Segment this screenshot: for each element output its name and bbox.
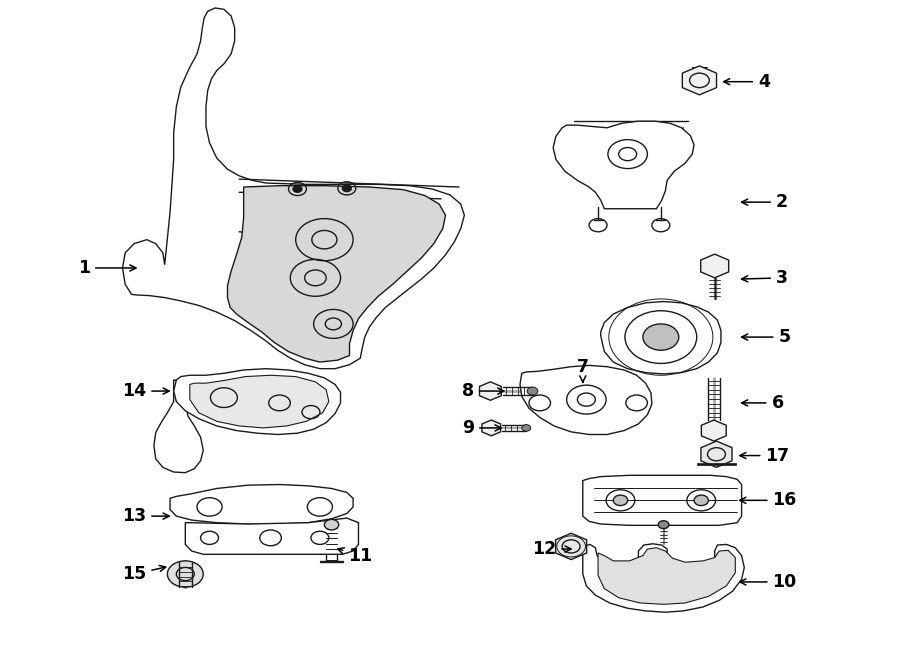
- Text: 3: 3: [742, 269, 788, 287]
- Text: 11: 11: [338, 547, 373, 564]
- Circle shape: [658, 521, 669, 529]
- Polygon shape: [170, 485, 353, 524]
- Circle shape: [613, 495, 627, 506]
- Text: 12: 12: [532, 540, 572, 558]
- Circle shape: [694, 495, 708, 506]
- Text: 2: 2: [742, 193, 788, 211]
- Text: 6: 6: [742, 394, 784, 412]
- Circle shape: [342, 185, 351, 192]
- Text: 7: 7: [577, 358, 589, 382]
- Polygon shape: [228, 186, 446, 362]
- Text: 13: 13: [122, 507, 169, 525]
- Polygon shape: [701, 441, 732, 467]
- Circle shape: [527, 387, 538, 395]
- Polygon shape: [598, 548, 735, 604]
- Text: 8: 8: [462, 382, 504, 400]
- Polygon shape: [583, 544, 744, 612]
- Polygon shape: [480, 382, 501, 401]
- Polygon shape: [154, 380, 203, 473]
- Polygon shape: [482, 420, 500, 436]
- Text: 17: 17: [740, 447, 789, 465]
- Polygon shape: [682, 66, 716, 95]
- Text: 1: 1: [78, 259, 136, 277]
- Circle shape: [293, 186, 302, 192]
- Polygon shape: [555, 533, 587, 560]
- Polygon shape: [697, 463, 736, 465]
- Circle shape: [522, 424, 531, 431]
- Polygon shape: [600, 301, 721, 374]
- Polygon shape: [190, 375, 328, 428]
- Text: 5: 5: [742, 328, 791, 346]
- Polygon shape: [185, 518, 358, 555]
- Circle shape: [643, 324, 679, 350]
- Polygon shape: [701, 420, 726, 441]
- Text: 15: 15: [122, 565, 166, 583]
- Text: 4: 4: [724, 73, 770, 91]
- Polygon shape: [520, 366, 652, 434]
- Text: 9: 9: [462, 419, 501, 437]
- Polygon shape: [554, 121, 694, 209]
- Polygon shape: [583, 475, 742, 525]
- Text: 16: 16: [740, 491, 796, 510]
- Text: 10: 10: [740, 573, 796, 591]
- Polygon shape: [174, 369, 340, 434]
- Polygon shape: [701, 254, 729, 278]
- Polygon shape: [122, 8, 464, 369]
- Text: 14: 14: [122, 382, 169, 400]
- Circle shape: [324, 520, 338, 530]
- Circle shape: [167, 561, 203, 587]
